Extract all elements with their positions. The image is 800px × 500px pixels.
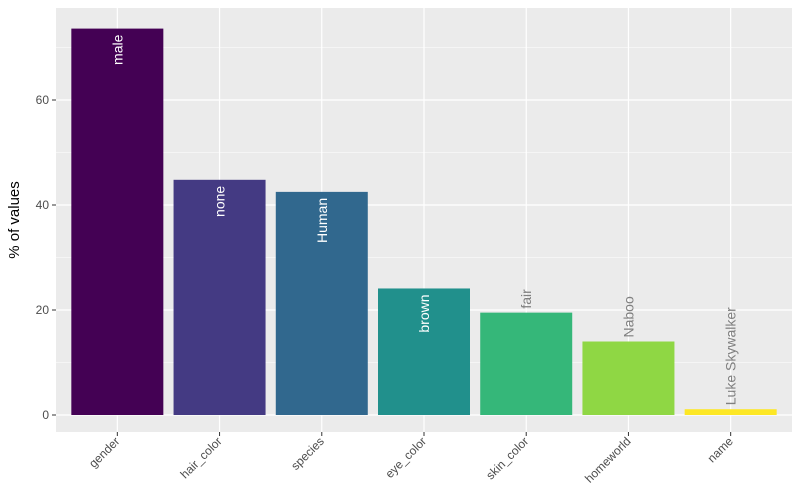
bar-label-hair_color: none: [212, 186, 228, 217]
x-tick-label-gender: gender: [86, 434, 122, 470]
bar-name: [684, 409, 777, 415]
bar-label-gender: male: [109, 34, 125, 65]
x-tick-label-hair_color: hair_color: [178, 434, 225, 481]
y-tick-label: 0: [42, 408, 49, 422]
bar-hair_color: [173, 179, 266, 415]
x-tick-label-homeworld: homeworld: [582, 434, 633, 485]
bar-label-skin_color: fair: [518, 289, 534, 309]
bar-label-homeworld: Naboo: [620, 296, 636, 337]
x-tick-label-eye_color: eye_color: [382, 434, 429, 481]
bars: [71, 28, 777, 415]
x-tick-label-skin_color: skin_color: [483, 434, 531, 482]
x-tick-label-species: species: [288, 434, 327, 473]
x-tick-label-name: name: [705, 434, 736, 465]
y-axis: 0 20 40 60: [36, 93, 56, 422]
bar-labels: male none Human brown fair Naboo Luke Skywalke…: [109, 34, 738, 405]
y-tick-label: 20: [36, 303, 50, 317]
bar-label-species: Human: [314, 198, 330, 243]
bar-homeworld: [582, 341, 675, 415]
bar-eye_color: [378, 288, 470, 415]
y-tick-label: 40: [36, 198, 50, 212]
bar-label-name: Luke Skywalker: [723, 307, 739, 405]
bar-skin_color: [480, 312, 573, 415]
bar-gender: [71, 28, 164, 415]
y-tick-label: 60: [36, 93, 50, 107]
x-axis: gender hair_color species eye_color skin_col…: [86, 432, 736, 486]
bar-label-eye_color: brown: [416, 294, 432, 332]
y-axis-title: % of values: [6, 181, 23, 259]
bar-species: [275, 191, 368, 415]
